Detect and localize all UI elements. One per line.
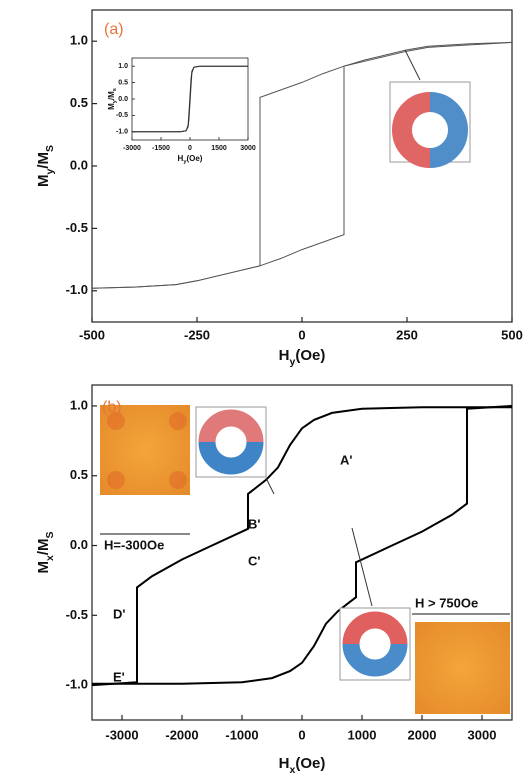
x-tick-label: 250 (396, 327, 418, 342)
x-tick-label: -3000 (123, 145, 141, 152)
label-part: (Oe) (295, 755, 325, 772)
annotation: A' (340, 452, 352, 467)
annotation: H=-300Oe (104, 537, 164, 552)
label-part: (Oe) (295, 347, 325, 364)
y-tick-label: -1.0 (66, 677, 88, 692)
y-tick-label: 0.0 (70, 157, 88, 172)
label-part: /M (35, 152, 52, 169)
x-tick-label: 500 (501, 327, 523, 342)
x-tick-label: -1000 (225, 727, 258, 742)
y-tick-label: -0.5 (66, 220, 88, 235)
label-part: S (44, 531, 56, 538)
page: -500 -250 0 250 500 -1.0 -0.5 0.0 0.5 1.0 Hy(Oe) My… (0, 0, 530, 778)
label-part: S (44, 145, 56, 152)
x-tick-label: 0 (298, 327, 305, 342)
plot-frame (92, 10, 512, 322)
y-tick-label: -1.0 (116, 129, 128, 136)
x-tick-label: 1000 (348, 727, 377, 742)
y-tick-label: 1.0 (118, 63, 128, 70)
x-tick-label: -1500 (152, 145, 170, 152)
label-part: M (35, 561, 52, 574)
x-axis-label: Hy(Oe) (279, 347, 326, 368)
label-part: H (279, 347, 290, 364)
y-tick-label: 0.0 (118, 96, 128, 103)
ring-b-bottom (340, 528, 410, 680)
x-tick-label: 0 (298, 727, 305, 742)
x-tick-label: -3000 (105, 727, 138, 742)
y-tick-label: -1.0 (66, 282, 88, 297)
y-axis-label: My/MS (35, 145, 56, 187)
x-tick-label: 2000 (408, 727, 437, 742)
x-tick-label: 1500 (211, 145, 227, 152)
annotation: D' (113, 606, 125, 621)
y-tick-label: -0.5 (66, 607, 88, 622)
ring-b-top (196, 407, 274, 494)
label-part: /M (35, 539, 52, 556)
label-part: /M (107, 91, 116, 100)
annotation: B' (248, 516, 260, 531)
y-tick-label: 0.5 (70, 467, 88, 482)
annotation: E' (113, 669, 125, 684)
x-tick-label: -500 (79, 327, 105, 342)
y-tick-label: 0.0 (70, 537, 88, 552)
label-part: M (35, 175, 52, 188)
mfm-image-left (100, 405, 190, 534)
y-axis-label: My/Ms (107, 88, 118, 110)
y-tick-label: 0.5 (70, 95, 88, 110)
y-tick-label: 0.5 (118, 79, 128, 86)
y-tick-label: 1.0 (70, 33, 88, 48)
x-tick-label: -250 (184, 327, 210, 342)
x-tick-label: -2000 (165, 727, 198, 742)
label-part: s (112, 88, 118, 91)
panel-label: (a) (104, 21, 124, 38)
annotation: C' (248, 553, 260, 568)
x-tick-label: 3000 (240, 145, 256, 152)
panel-label: (b) (102, 399, 122, 416)
x-tick-label: 0 (188, 145, 192, 152)
ring-a (390, 50, 470, 162)
mfm-image-right (412, 614, 510, 714)
label-part: H (279, 755, 290, 772)
y-tick-label: 1.0 (70, 397, 88, 412)
y-axis-label: Mx/MS (35, 531, 56, 573)
y-tick-label: -0.5 (116, 112, 128, 119)
figure: -500 -250 0 250 500 -1.0 -0.5 0.0 0.5 1.0 Hy(Oe) My… (0, 0, 530, 778)
annotation: H > 750Oe (415, 595, 478, 610)
x-tick-label: 3000 (468, 727, 497, 742)
x-axis-label: Hx(Oe) (279, 755, 326, 776)
x-axis-label: Hy(Oe) (178, 154, 203, 165)
label-part: (Oe) (186, 154, 202, 163)
